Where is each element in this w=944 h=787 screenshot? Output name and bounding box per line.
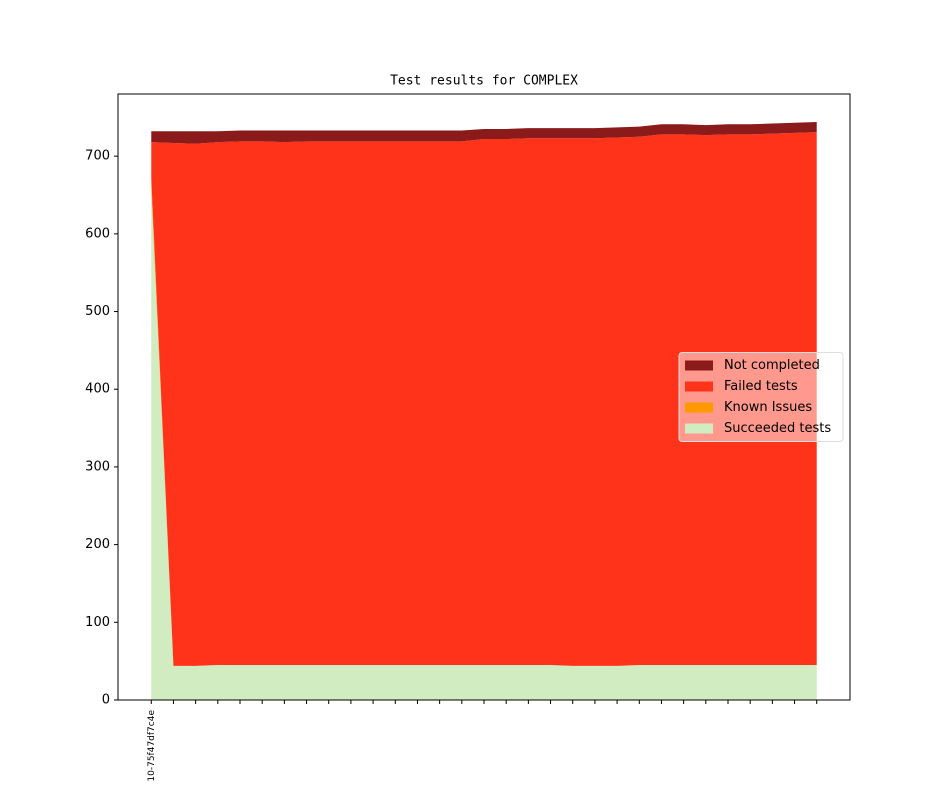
y-tick-label: 0 (102, 693, 110, 708)
legend-swatch (685, 360, 713, 371)
y-tick-label: 100 (85, 615, 110, 630)
legend-label: Succeeded tests (724, 421, 831, 436)
x-tick-label: 10-75f47df7c4e (147, 710, 157, 782)
legend-label: Failed tests (724, 379, 798, 394)
legend-swatch (685, 381, 713, 392)
legend-label: Known Issues (724, 400, 812, 415)
y-tick-label: 400 (85, 382, 110, 397)
area (151, 121, 817, 144)
legend-swatch (685, 423, 713, 434)
legend-box (678, 352, 844, 442)
area (151, 132, 817, 666)
y-tick-label: 700 (85, 149, 110, 164)
y-tick-label: 200 (85, 537, 110, 552)
y-tick-label: 600 (85, 226, 110, 241)
legend-swatch (685, 402, 713, 413)
legend: Not completed Failed tests Known Issues Suc… (678, 352, 844, 442)
legend-label: Not completed (724, 358, 820, 373)
y-tick-label: 500 (85, 304, 110, 319)
y-tick-label: 300 (85, 459, 110, 474)
chart-title: Test results for COMPLEX (390, 74, 578, 89)
